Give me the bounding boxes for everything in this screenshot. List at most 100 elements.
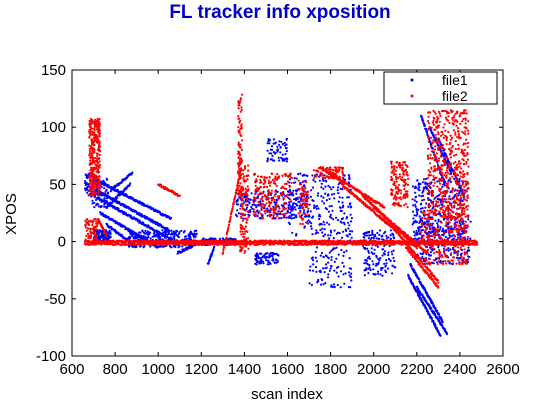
data-point	[260, 175, 263, 179]
data-point	[193, 230, 196, 233]
data-point	[89, 219, 92, 222]
data-point	[381, 248, 384, 251]
data-point	[306, 195, 309, 198]
data-point	[240, 233, 243, 236]
data-point	[278, 140, 281, 143]
data-point	[96, 148, 100, 151]
data-point	[95, 159, 98, 162]
data-point	[453, 195, 456, 198]
data-point	[422, 257, 425, 261]
data-point	[364, 259, 367, 262]
data-point	[242, 227, 245, 230]
data-point	[441, 147, 444, 150]
data-point	[452, 246, 455, 249]
data-point	[441, 227, 445, 230]
data-point	[437, 198, 440, 201]
data-point	[374, 264, 378, 267]
data-point	[436, 115, 439, 118]
data-point	[305, 203, 309, 206]
data-point	[405, 171, 408, 174]
data-point	[252, 208, 255, 211]
data-point	[395, 197, 398, 200]
data-point	[103, 237, 106, 240]
data-point	[399, 178, 402, 181]
data-point	[283, 216, 286, 219]
data-point	[431, 207, 434, 210]
data-point	[105, 188, 108, 191]
data-point	[99, 235, 102, 238]
data-point	[449, 149, 452, 152]
data-point	[333, 229, 336, 232]
data-point	[239, 182, 242, 185]
data-point	[454, 133, 457, 136]
data-point	[405, 173, 408, 176]
data-point	[462, 219, 465, 223]
data-point	[271, 257, 275, 260]
data-point	[387, 251, 390, 254]
data-point	[289, 211, 292, 214]
data-point	[327, 234, 330, 237]
data-point	[439, 198, 442, 202]
data-point	[441, 230, 444, 233]
data-point	[91, 185, 94, 188]
data-point	[271, 154, 274, 158]
data-point	[157, 237, 160, 240]
data-point	[348, 233, 351, 236]
data-point	[422, 190, 425, 193]
data-point	[174, 244, 177, 247]
data-point	[237, 102, 240, 105]
data-point	[469, 237, 472, 240]
data-point	[267, 263, 270, 266]
data-point	[411, 198, 414, 201]
data-point	[387, 257, 390, 261]
data-point	[342, 265, 345, 268]
data-point	[88, 154, 91, 157]
data-point	[419, 182, 422, 186]
data-point	[372, 272, 375, 276]
data-point	[410, 264, 413, 267]
data-point	[275, 261, 278, 264]
data-point	[458, 257, 461, 260]
data-point	[238, 184, 241, 188]
data-point	[454, 147, 457, 151]
data-point	[401, 176, 404, 179]
data-point	[420, 195, 423, 198]
data-point	[456, 254, 459, 257]
data-point	[406, 206, 409, 209]
data-point	[467, 218, 470, 221]
data-point	[432, 262, 435, 265]
data-point	[93, 120, 96, 123]
data-point	[436, 185, 439, 188]
data-point	[389, 237, 392, 240]
data-point	[449, 156, 452, 159]
data-point	[433, 148, 437, 151]
data-point	[447, 210, 450, 213]
data-point	[395, 202, 398, 206]
data-point	[347, 286, 350, 289]
data-point	[98, 186, 101, 189]
data-point	[286, 180, 289, 183]
data-point	[265, 256, 269, 259]
data-point	[432, 119, 435, 122]
data-point	[286, 193, 289, 196]
data-point	[467, 129, 470, 132]
data-point	[456, 166, 459, 169]
data-point	[332, 172, 335, 175]
data-point	[266, 149, 269, 152]
data-point	[363, 262, 366, 265]
data-point	[428, 254, 431, 257]
data-point	[95, 220, 98, 223]
data-point	[435, 202, 438, 205]
data-point	[418, 194, 421, 197]
data-point	[272, 151, 275, 154]
data-point	[463, 212, 466, 215]
data-point	[370, 251, 373, 254]
data-point	[93, 148, 96, 151]
data-point	[400, 198, 403, 201]
data-point	[276, 214, 279, 218]
data-point	[328, 223, 331, 226]
data-point	[339, 286, 342, 289]
data-point	[178, 231, 181, 234]
data-point	[310, 283, 313, 287]
data-point	[295, 177, 298, 180]
